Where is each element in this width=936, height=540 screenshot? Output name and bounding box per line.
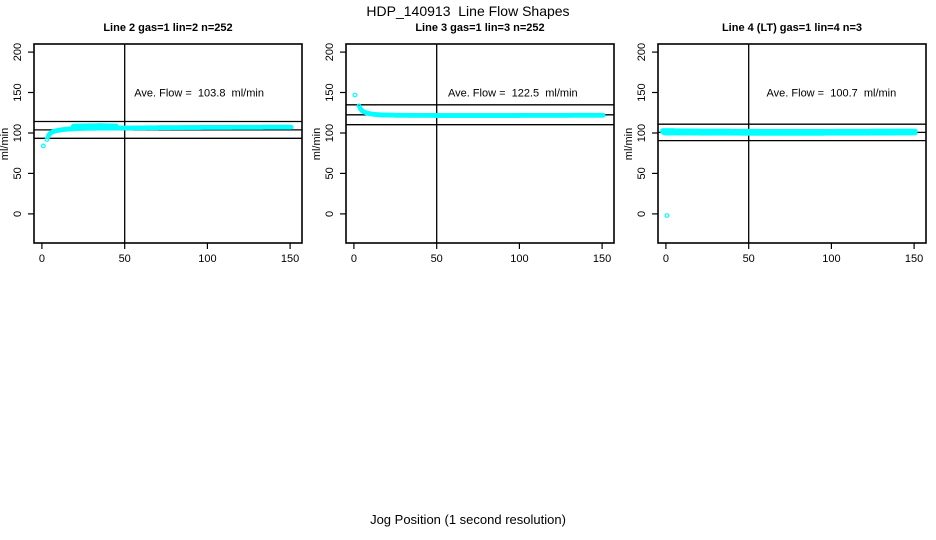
svg-text:150: 150 — [324, 83, 336, 101]
panel-line-4: Line 4 (LT) gas=1 lin=4 n=3 ml/min 0 50 10… — [623, 0, 936, 280]
svg-text:0: 0 — [39, 253, 45, 265]
panel-title: Line 3 gas=1 lin=3 n=252 — [415, 22, 545, 34]
svg-text:Ave. Flow = 100.7 ml/min: Ave. Flow = 100.7 ml/min — [767, 88, 897, 100]
figure-title: HDP_140913 Line Flow Shapes — [366, 3, 570, 19]
svg-text:50: 50 — [743, 253, 755, 265]
plot-canvas: 0 50 100 150 0 50 100 150 200 Ave. Flow = 100.7 m… — [636, 43, 927, 265]
svg-text:150: 150 — [593, 253, 611, 265]
svg-text:50: 50 — [636, 167, 648, 179]
svg-text:150: 150 — [12, 83, 24, 101]
svg-text:0: 0 — [351, 253, 357, 265]
svg-text:100: 100 — [636, 124, 648, 142]
svg-text:0: 0 — [12, 211, 24, 217]
svg-text:50: 50 — [431, 253, 443, 265]
svg-text:150: 150 — [636, 83, 648, 101]
svg-text:50: 50 — [119, 253, 131, 265]
svg-text:150: 150 — [281, 253, 299, 265]
plot-canvas: 0 50 100 150 0 50 100 150 200 Ave. Flow = 122.5 m… — [324, 43, 615, 265]
svg-text:200: 200 — [324, 43, 336, 61]
plot-canvas: 0 50 100 150 0 50 100 150 200 Ave. Flow = 103.8 m… — [12, 43, 303, 265]
svg-text:0: 0 — [663, 253, 669, 265]
svg-text:100: 100 — [12, 124, 24, 142]
panel-line-2: Line 2 gas=1 lin=2 n=252 ml/min 0 50 100 15… — [0, 0, 312, 280]
svg-text:100: 100 — [822, 253, 840, 265]
svg-text:Ave. Flow = 103.8 ml/min: Ave. Flow = 103.8 ml/min — [134, 88, 264, 100]
svg-text:Ave. Flow = 122.5 ml/min: Ave. Flow = 122.5 ml/min — [448, 88, 578, 100]
svg-text:50: 50 — [324, 167, 336, 179]
x-axis-label: Jog Position (1 second resolution) — [370, 512, 566, 527]
svg-text:200: 200 — [636, 43, 648, 61]
panel-title: Line 4 (LT) gas=1 lin=4 n=3 — [721, 22, 863, 34]
svg-text:100: 100 — [510, 253, 528, 265]
panel-line-3: Line 3 gas=1 lin=3 n=252 ml/min 0 50 100 15… — [311, 0, 624, 280]
svg-text:200: 200 — [12, 43, 24, 61]
svg-text:150: 150 — [905, 253, 923, 265]
svg-text:100: 100 — [198, 253, 216, 265]
svg-text:100: 100 — [324, 124, 336, 142]
svg-text:0: 0 — [324, 211, 336, 217]
panel-title: Line 2 gas=1 lin=2 n=252 — [103, 22, 233, 34]
svg-text:50: 50 — [12, 167, 24, 179]
svg-text:0: 0 — [636, 211, 648, 217]
